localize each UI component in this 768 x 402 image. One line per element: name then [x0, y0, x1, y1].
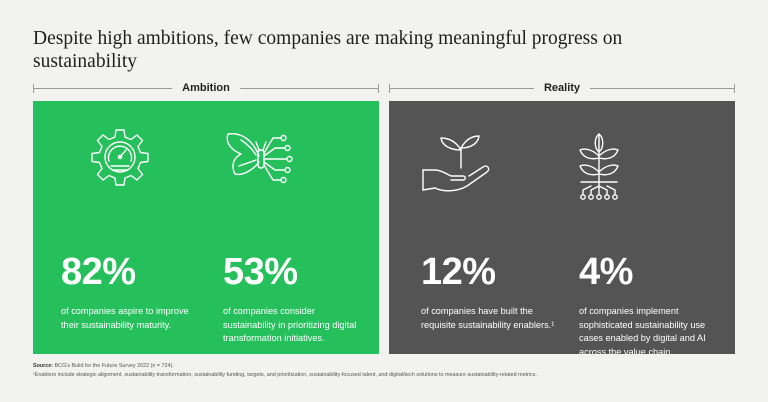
plant-circuit-roots-icon: [579, 126, 639, 211]
enablers-note: ¹Enablers include strategic alignment, s…: [33, 371, 537, 378]
stat-description: of companies have built the requisite su…: [421, 306, 555, 330]
ambition-header: Ambition: [33, 81, 379, 97]
stat-description: of companies implement sophisticated sus…: [579, 306, 706, 357]
stat-value: 82%: [61, 251, 136, 293]
circuit-butterfly-icon: [223, 126, 303, 196]
footnote: Source: BCG's Build for the Future Surve…: [33, 362, 733, 379]
reality-panel: 12% of companies have built the requisit…: [389, 101, 735, 357]
stat-description: of companies aspire to improve their sus…: [61, 306, 189, 330]
stat-value: 53%: [223, 251, 298, 293]
source-line: Source: BCG's Build for the Future Surve…: [33, 362, 733, 371]
stat-value: 4%: [579, 251, 633, 293]
source-label: Source:: [33, 363, 54, 369]
stat-description: of companies consider sustainability in …: [223, 306, 357, 344]
source-text: BCG's Build for the Future Survey 2022 (…: [54, 363, 174, 369]
hand-sprout-icon: [421, 126, 501, 196]
reality-label: Reality: [533, 81, 591, 96]
page-title: Despite high ambitions, few companies ar…: [33, 28, 623, 72]
ambition-label: Ambition: [172, 81, 240, 96]
ambition-panel: 82% of companies aspire to improve their…: [33, 101, 379, 354]
gauge-gear-icon: [85, 126, 155, 196]
stat-value: 12%: [421, 251, 496, 293]
reality-header: Reality: [389, 81, 735, 97]
